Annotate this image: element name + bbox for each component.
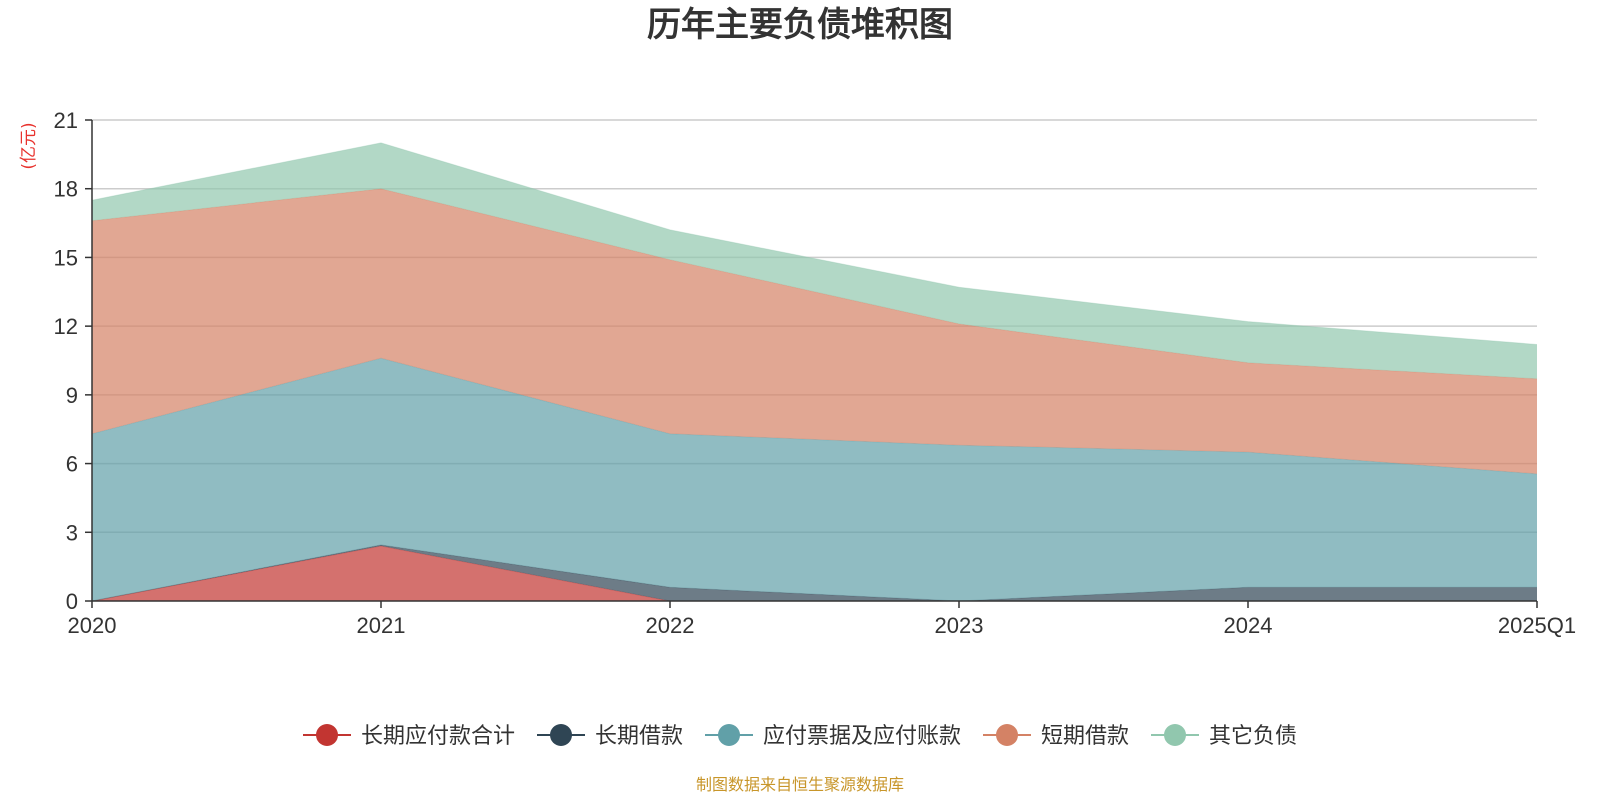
legend: 长期应付款合计 长期借款 应付票据及应付账款 短期借款 其它负债 [303,724,1297,749]
area-应付票据及应付账款 [92,358,1537,601]
y-tick-label: 0 [66,589,78,614]
legend-marker [718,724,740,746]
legend-item[interactable]: 短期借款 [983,724,1129,749]
source-note: 制图数据来自恒生聚源数据库 [696,775,904,794]
axes: 0 3 6 9 12 15 18 21 2020 2021 2022 2023 2024 2025Q1 [54,108,1577,638]
y-tick-label: 18 [54,177,78,202]
y-tick-label: 9 [66,383,78,408]
y-tick-label: 12 [54,314,78,339]
y-tick-label: 15 [54,245,78,270]
legend-item[interactable]: 应付票据及应付账款 [705,724,961,749]
legend-marker [316,724,338,746]
x-tick-label: 2025Q1 [1498,613,1576,638]
legend-marker [996,724,1018,746]
x-tick-label: 2020 [68,613,117,638]
x-tick-label: 2024 [1224,613,1273,638]
y-axis-unit-label: (亿元) [19,122,39,169]
x-tick-label: 2021 [357,613,406,638]
area-短期借款 [92,188,1537,474]
legend-label: 其它负债 [1209,724,1297,749]
y-tick-label: 6 [66,452,78,477]
area-其它负债 [92,142,1537,379]
legend-marker [550,724,572,746]
area-edge-其它负债 [91,142,1538,345]
legend-item[interactable]: 长期应付款合计 [303,724,515,749]
x-tick-label: 2023 [935,613,984,638]
y-tick-label: 21 [54,108,78,133]
chart-title: 历年主要负债堆积图 [647,5,953,45]
legend-label: 长期应付款合计 [361,724,515,749]
legend-marker [1164,724,1186,746]
legend-label: 短期借款 [1041,724,1129,749]
x-tick-label: 2022 [646,613,695,638]
legend-item[interactable]: 长期借款 [537,724,683,749]
area-长期借款 [92,544,1537,601]
legend-label: 长期借款 [595,724,683,749]
legend-label: 应付票据及应付账款 [763,724,961,749]
y-tick-label: 3 [66,520,78,545]
area-series [91,142,1538,602]
legend-item[interactable]: 其它负债 [1151,724,1297,749]
